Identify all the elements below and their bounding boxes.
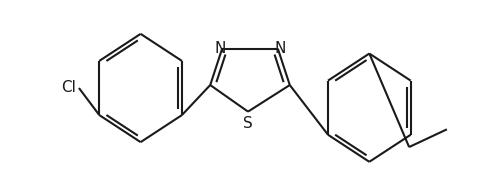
Text: N: N xyxy=(214,41,226,56)
Text: S: S xyxy=(243,116,253,131)
Text: N: N xyxy=(274,41,286,56)
Text: Cl: Cl xyxy=(61,80,76,96)
